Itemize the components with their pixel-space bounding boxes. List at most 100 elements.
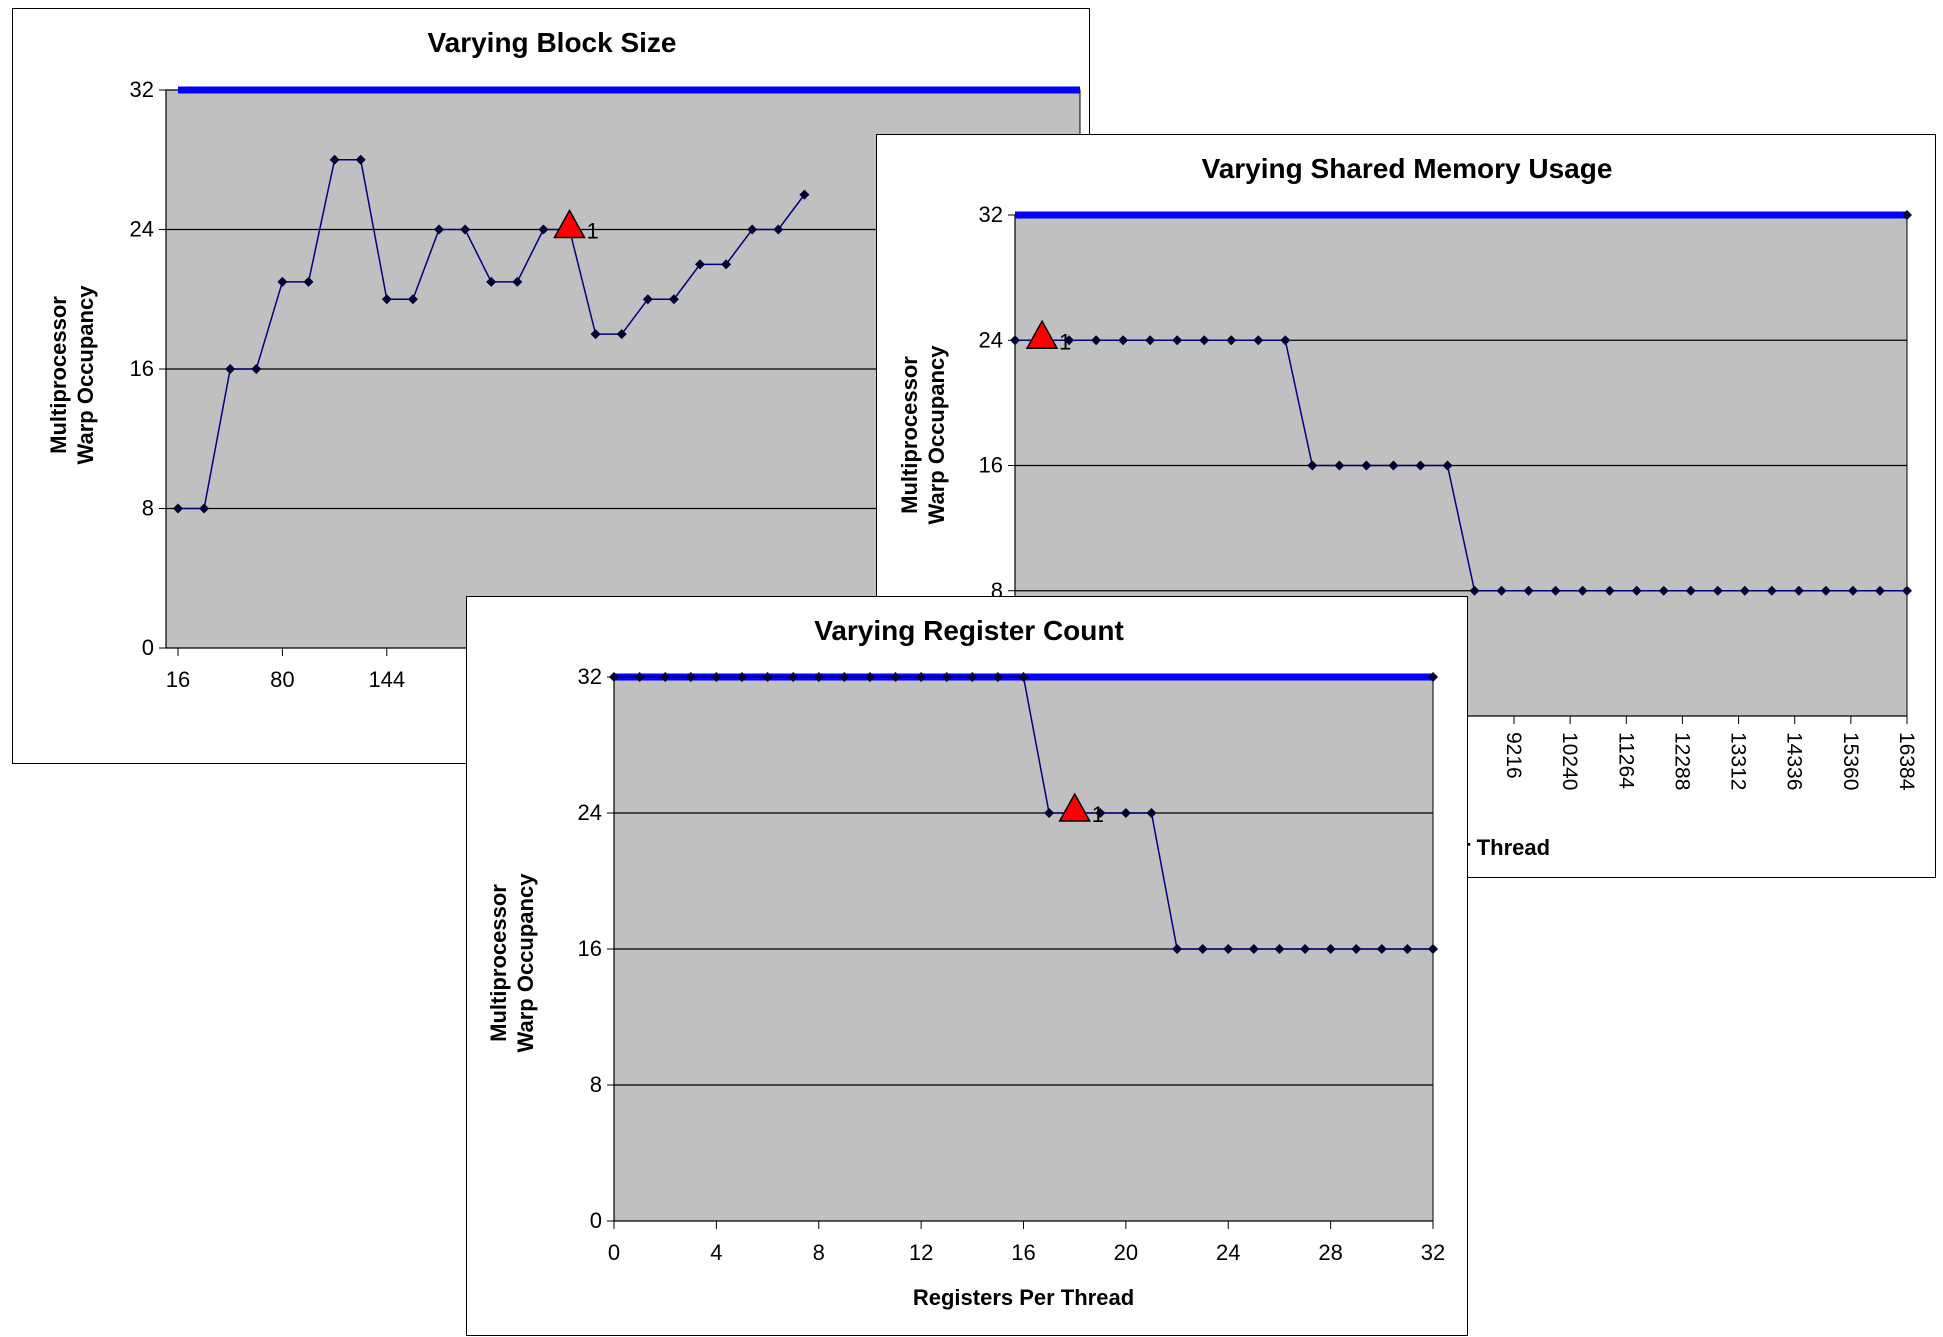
y-tick-label: 8 (142, 496, 154, 521)
data-point (1095, 808, 1106, 818)
data-point (685, 672, 696, 682)
data-point (1820, 585, 1831, 596)
y-tick-label: 32 (979, 202, 1003, 227)
data-point (1469, 585, 1480, 596)
data-point (747, 224, 758, 235)
data-point (1376, 944, 1387, 954)
y-tick-label: 32 (578, 664, 602, 689)
data-point (941, 672, 952, 682)
data-point (762, 672, 773, 682)
data-point (1658, 585, 1669, 596)
y-tick-label: 32 (130, 77, 154, 102)
x-tick-label: 16384 (1895, 732, 1918, 791)
data-point (1253, 335, 1264, 346)
data-point (916, 672, 927, 682)
data-point (199, 503, 210, 514)
current-config-label: 1 (1092, 802, 1104, 827)
series-line (1015, 339, 1907, 592)
data-point (695, 259, 705, 270)
data-point (1577, 585, 1588, 596)
data-point (1351, 944, 1362, 954)
x-tick-label: 8 (813, 1240, 825, 1265)
x-tick-label: 20 (1114, 1240, 1138, 1265)
data-point (1388, 460, 1399, 471)
data-point (1685, 585, 1696, 596)
data-point (1300, 944, 1311, 954)
data-point (1197, 944, 1208, 954)
x-tick-label: 16 (166, 667, 190, 692)
data-point (1442, 460, 1453, 471)
data-point (225, 364, 236, 374)
data-point (1280, 335, 1291, 346)
data-point (1118, 335, 1129, 346)
x-tick-label: 32 (1421, 1240, 1445, 1265)
x-tick-label: 144 (368, 667, 405, 692)
x-tick-label: 4 (710, 1240, 722, 1265)
register-count-chart: 0 8 16 24 32 Varying Register Count Multiproce… (466, 596, 1468, 1336)
x-tick-label: 14336 (1783, 732, 1806, 790)
y-axis-label-line: Multiprocessor (46, 296, 71, 454)
data-point (538, 224, 549, 235)
data-point (1010, 335, 1020, 346)
data-point (1325, 944, 1336, 954)
y-axis-label-line: Multiprocessor (486, 884, 511, 1042)
data-point (1428, 944, 1438, 954)
current-config-marker (1025, 319, 1059, 349)
data-point (736, 672, 747, 682)
data-point (486, 276, 497, 287)
x-tick-label: 12 (909, 1240, 933, 1265)
x-tick-label: 15360 (1839, 732, 1862, 790)
data-point (668, 294, 679, 305)
data-point (1172, 944, 1183, 954)
data-point (992, 672, 1003, 682)
data-point (355, 154, 366, 165)
data-point (1334, 460, 1345, 471)
data-point (1307, 460, 1318, 471)
data-point (634, 672, 645, 682)
data-point (1874, 585, 1885, 596)
data-point (1064, 335, 1075, 346)
y-axis-label: MultiprocessorWarp Occupancy (486, 873, 538, 1053)
data-point (381, 294, 392, 305)
x-tick-label: 16 (1011, 1240, 1035, 1265)
data-point (813, 672, 824, 682)
current-config-marker (1058, 792, 1091, 822)
x-tick-label: 13312 (1727, 732, 1750, 790)
chart-title: Varying Block Size (428, 27, 677, 58)
data-point (1145, 335, 1156, 346)
data-point (711, 672, 722, 682)
limit-endpoint (1902, 210, 1912, 220)
data-point (1739, 585, 1750, 596)
y-tick-label: 24 (979, 327, 1003, 352)
y-axis-label-line: Warp Occupancy (513, 873, 538, 1053)
data-point (642, 294, 653, 305)
data-point (1274, 944, 1285, 954)
y-tick-label: 16 (130, 356, 154, 381)
y-tick-label: 16 (578, 936, 602, 961)
data-point (1550, 585, 1561, 596)
data-point (721, 259, 732, 270)
data-point (609, 672, 619, 682)
data-point (1712, 585, 1723, 596)
data-point (1766, 585, 1777, 596)
x-tick-label: 9216 (1502, 732, 1525, 779)
chart-title: Varying Register Count (814, 615, 1124, 646)
data-point (967, 672, 978, 682)
data-point (590, 329, 601, 340)
data-point (788, 672, 799, 682)
data-point (1631, 585, 1642, 596)
x-tick-label: 24 (1216, 1240, 1240, 1265)
data-point (773, 224, 784, 235)
data-point (890, 672, 901, 682)
y-axis-label-line: Warp Occupancy (924, 345, 949, 525)
y-tick-label: 0 (590, 1208, 602, 1233)
data-point (277, 276, 288, 287)
data-point (616, 329, 627, 340)
x-axis-label: Registers Per Thread (913, 1285, 1134, 1310)
x-tick-label: 10240 (1558, 732, 1581, 790)
data-point (1146, 808, 1157, 818)
data-point (1120, 808, 1131, 818)
data-point (799, 189, 810, 200)
data-point (1361, 460, 1372, 471)
